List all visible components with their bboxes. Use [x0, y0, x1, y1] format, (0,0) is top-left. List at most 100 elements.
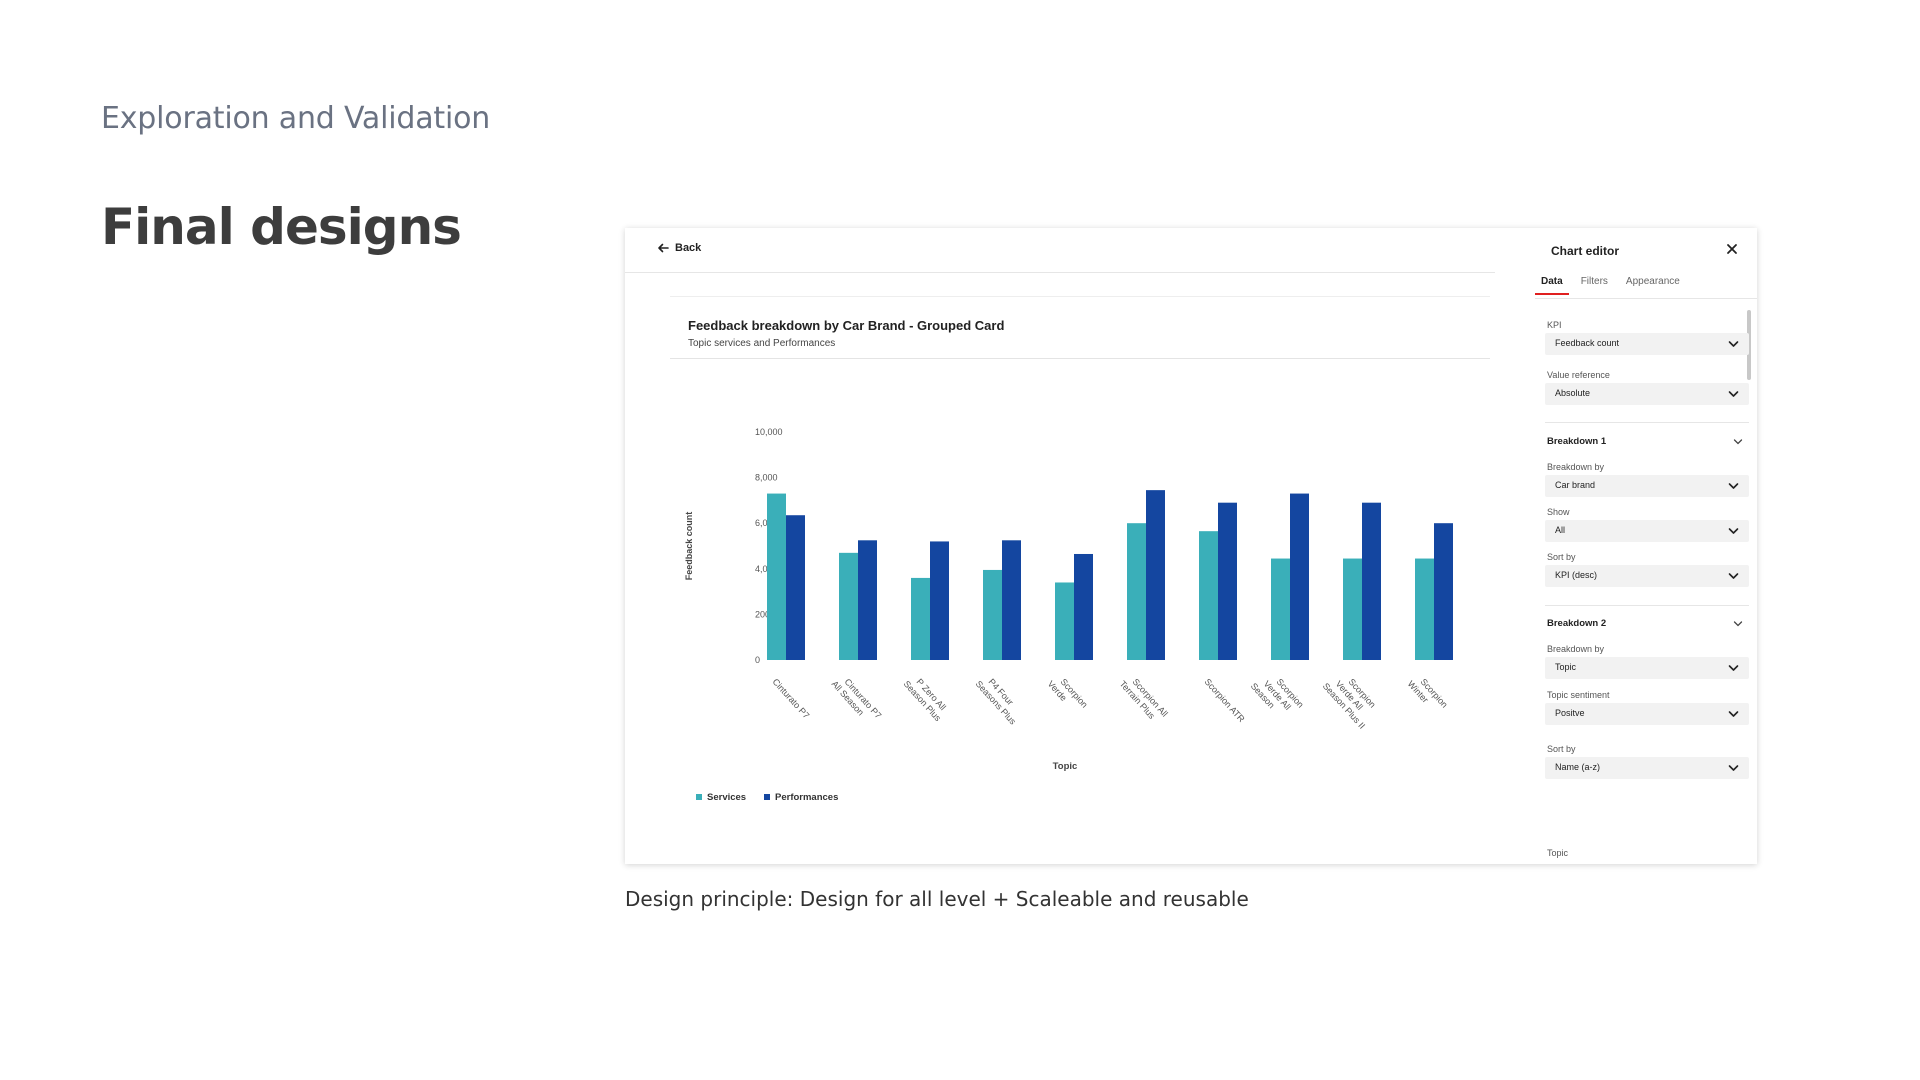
- breakdown-2-sort-select[interactable]: Name (a-z): [1545, 757, 1749, 779]
- tab-data[interactable]: Data: [1535, 272, 1569, 295]
- slide-caption: Design principle: Design for all level +…: [625, 887, 1249, 911]
- x-tick-label: ScorpionVerde: [1046, 671, 1090, 717]
- chevron-down-icon: [1728, 483, 1739, 489]
- back-button[interactable]: Back: [657, 242, 701, 254]
- kpi-select-value: Feedback count: [1555, 338, 1620, 348]
- breakdown-1-collapse-icon[interactable]: [1733, 438, 1743, 446]
- breakdown-1-sort-label: Sort by: [1547, 552, 1576, 562]
- breakdown-2-by-select[interactable]: Topic: [1545, 657, 1749, 679]
- topic-label: Topic: [1547, 848, 1569, 858]
- bar-performances: [1146, 490, 1165, 660]
- topic-sentiment-label: Topic sentiment: [1547, 690, 1610, 700]
- legend-label: Services: [707, 792, 746, 803]
- bar-performances: [1434, 523, 1453, 660]
- value-reference-select[interactable]: Absolute: [1545, 383, 1749, 405]
- x-tick-label: Scorpion AllTerrain Plus: [1118, 671, 1170, 726]
- y-tick-label: 6,000: [755, 518, 778, 528]
- breakdown-1-show-label: Show: [1547, 507, 1570, 517]
- legend-label: Performances: [775, 792, 838, 803]
- bar-services: [911, 577, 930, 660]
- breakdown-1-show-select[interactable]: All: [1545, 520, 1749, 542]
- x-axis-label: Topic: [1053, 761, 1078, 772]
- bar-services: [1271, 558, 1290, 660]
- bar-performances: [1074, 553, 1093, 660]
- breakdown-1-sort-value: KPI (desc): [1555, 570, 1598, 580]
- x-tick-label: ScorpionWinter: [1406, 671, 1450, 717]
- breakdown-1-by-select[interactable]: Car brand: [1545, 475, 1749, 497]
- breakdown-1-sort-select[interactable]: KPI (desc): [1545, 565, 1749, 587]
- editor-title: Chart editor: [1551, 244, 1620, 258]
- app-screenshot-card: Back Feedback breakdown by Car Brand - G…: [625, 228, 1757, 864]
- bar-performances: [930, 541, 949, 660]
- y-axis-label: Feedback count: [684, 512, 694, 581]
- tab-filters[interactable]: Filters: [1580, 276, 1608, 287]
- bar-services: [1127, 523, 1146, 660]
- bar-performances: [786, 515, 805, 660]
- tabs-divider: [1535, 298, 1757, 299]
- chart-header-divider: [670, 358, 1490, 359]
- topic-sentiment-select[interactable]: Positve: [1545, 703, 1749, 725]
- bar-performances: [1002, 540, 1021, 660]
- kpi-label: KPI: [1547, 320, 1562, 330]
- y-tick-label: 8,000: [755, 473, 778, 483]
- x-tick-label: P4 FourSeasons Plus: [974, 671, 1027, 726]
- bar-performances: [858, 540, 877, 660]
- chevron-down-icon: [1728, 391, 1739, 397]
- bar-services: [1199, 531, 1218, 660]
- back-label: Back: [675, 242, 702, 254]
- section-label: Exploration and Validation: [101, 101, 491, 136]
- close-icon[interactable]: [1725, 242, 1739, 256]
- chevron-down-icon: [1728, 711, 1739, 717]
- topic-sentiment-value: Positve: [1555, 708, 1585, 718]
- section-divider: [1545, 422, 1749, 423]
- value-reference-value: Absolute: [1555, 388, 1591, 398]
- x-tick-label: Scorpion ATR: [1203, 677, 1247, 725]
- legend-swatch: [696, 794, 702, 800]
- breakdown-1-by-label: Breakdown by: [1547, 462, 1605, 472]
- x-tick-label: Cinturato P7: [771, 677, 812, 721]
- chart-top-divider: [670, 296, 1490, 297]
- breakdown-1-show-value: All: [1555, 525, 1566, 535]
- kpi-select[interactable]: Feedback count: [1545, 333, 1749, 355]
- bar-services: [767, 493, 786, 660]
- x-tick-label: ScorpionVerde AllSeason: [1249, 666, 1306, 724]
- editor-tabs: Data Filters Appearance: [1535, 272, 1692, 295]
- chevron-down-icon: [1728, 341, 1739, 347]
- breakdown-2-by-label: Breakdown by: [1547, 644, 1605, 654]
- breakdown-1-by-value: Car brand: [1555, 480, 1596, 490]
- bar-services: [1343, 558, 1362, 660]
- y-tick-label: 2000: [755, 609, 775, 619]
- x-tick-label: ScorpionVerde AllSeason Plus II: [1321, 666, 1384, 731]
- y-tick-label: 0: [755, 655, 760, 665]
- bar-performances: [1290, 493, 1309, 660]
- bar-chart: 0 2000 4,000 6,000 8,000 10,000 Feedback count…: [684, 427, 1453, 803]
- editor-scrollbar[interactable]: [1747, 310, 1751, 380]
- y-tick-label: 10,000: [755, 427, 783, 437]
- section-divider: [1545, 605, 1749, 606]
- x-tick-label: Cinturato P7All Season: [830, 671, 884, 727]
- bar-services: [1055, 582, 1074, 660]
- chart-editor-panel: Chart editor Data Filters Appearance KPI…: [1495, 228, 1757, 864]
- bar-services: [1415, 558, 1434, 660]
- y-tick-label: 4,000: [755, 564, 778, 574]
- bar-services: [839, 552, 858, 660]
- bar-services: [983, 569, 1002, 660]
- chevron-down-icon: [1728, 528, 1739, 534]
- chevron-down-icon: [1728, 765, 1739, 771]
- value-reference-label: Value reference: [1547, 370, 1610, 380]
- chevron-down-icon: [1728, 573, 1739, 579]
- breakdown-1-heading: Breakdown 1: [1547, 436, 1607, 447]
- chevron-down-icon: [1728, 665, 1739, 671]
- chart-subtitle: Topic services and Performances: [688, 338, 836, 349]
- bar-performances: [1218, 502, 1237, 660]
- bar-performances: [1362, 502, 1381, 660]
- arrow-left-icon: [658, 243, 669, 253]
- top-bar: Back: [625, 228, 1495, 273]
- legend-swatch: [764, 794, 770, 800]
- breakdown-2-collapse-icon[interactable]: [1733, 620, 1743, 628]
- breakdown-2-sort-value: Name (a-z): [1555, 762, 1601, 772]
- breakdown-2-sort-label: Sort by: [1547, 744, 1576, 754]
- breakdown-2-by-value: Topic: [1555, 662, 1577, 672]
- breakdown-2-heading: Breakdown 2: [1547, 618, 1607, 629]
- tab-appearance[interactable]: Appearance: [1625, 276, 1680, 287]
